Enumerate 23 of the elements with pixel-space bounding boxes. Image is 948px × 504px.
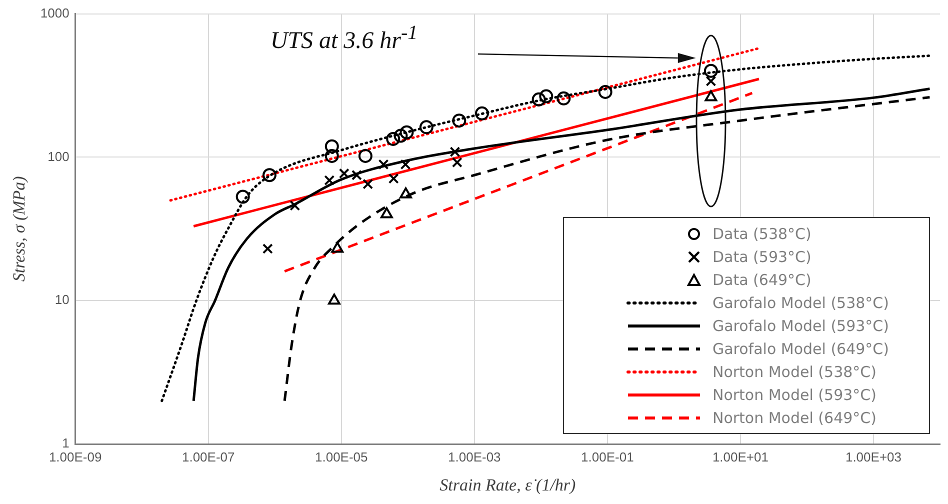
legend-label: Garofalo Model (593°C) [712,316,889,334]
y-axis-title: Stress, σ (MPa) [10,176,29,282]
legend-label: Norton Model (538°C) [712,362,876,380]
x-tick-label: 1.00E-03 [448,449,501,464]
x-tick-label: 1.00E+03 [845,449,902,464]
x-tick-label: 1.00E+01 [712,449,768,464]
legend-label: Garofalo Model (649°C) [712,340,889,358]
legend-label: Data (593°C) [712,248,812,266]
x-tick-label: 1.00E-07 [182,449,235,464]
y-tick-label: 100 [48,148,70,164]
y-tick-label: 1 [62,436,70,451]
x-tick-label: 1.00E-05 [314,449,368,464]
legend-label: Data (538°C) [712,224,812,242]
y-tick-label: 10 [54,292,70,308]
x-axis-title: Strain Rate, ε̇ (1/hr) [440,475,576,494]
y-tick-label: 1000 [40,5,70,20]
legend-label: Data (649°C) [712,270,812,288]
x-tick-label: 1.00E-01 [581,449,634,464]
x-tick-label: 1.00E-09 [48,449,102,464]
legend-label: Norton Model (593°C) [712,386,876,404]
annotation: UTS at 3.6 hr$^{-1}$ [270,22,418,55]
legend-label: Norton Model (649°C) [712,408,876,426]
legend-label: Garofalo Model (538°C) [712,294,889,312]
